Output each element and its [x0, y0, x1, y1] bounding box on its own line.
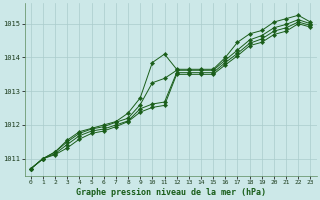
- X-axis label: Graphe pression niveau de la mer (hPa): Graphe pression niveau de la mer (hPa): [76, 188, 266, 197]
